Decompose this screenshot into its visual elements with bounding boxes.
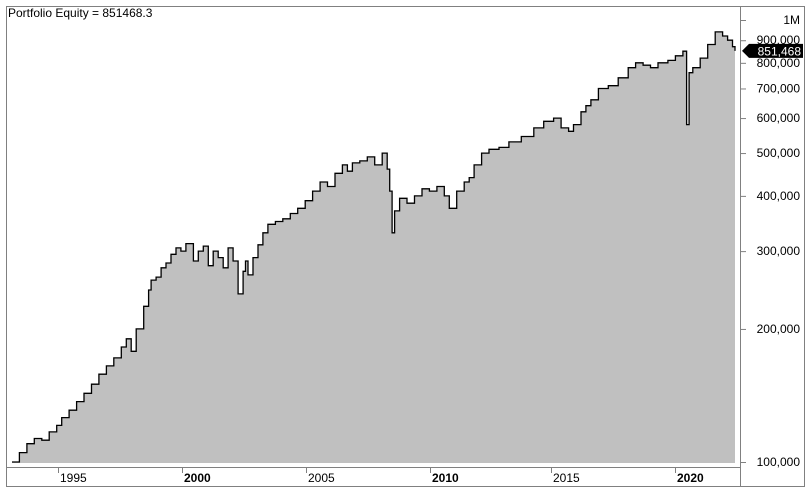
x-tick-label: 2005 bbox=[308, 471, 335, 485]
last-value-label: 851,468 bbox=[758, 44, 802, 58]
x-tick-label: 2015 bbox=[553, 471, 580, 485]
y-tick-label: 500,000 bbox=[757, 146, 801, 160]
x-tick-label: 2010 bbox=[432, 471, 459, 485]
equity-line bbox=[12, 31, 736, 463]
y-axis: 1M 900,000 800,000 700,000 600,000 500,000 400… bbox=[741, 13, 800, 469]
equity-area bbox=[12, 31, 735, 464]
y-tick-label: 600,000 bbox=[757, 111, 801, 125]
y-tick-label: 800,000 bbox=[757, 56, 801, 70]
y-tick-label: 1M bbox=[783, 13, 800, 27]
plot-area bbox=[12, 31, 736, 464]
last-value-marker: 851,468 bbox=[742, 43, 803, 58]
y-tick-label: 900,000 bbox=[757, 33, 801, 47]
y-tick-label: 300,000 bbox=[757, 244, 801, 258]
y-tick-label: 700,000 bbox=[757, 81, 801, 95]
last-value-pointer-icon bbox=[742, 43, 803, 58]
x-axis: 1995 2000 2005 2010 2015 2020 bbox=[58, 468, 704, 485]
chart-title: Portfolio Equity = 851468.3 bbox=[8, 6, 153, 20]
x-tick-label: 2000 bbox=[184, 471, 211, 485]
x-tick-label: 1995 bbox=[60, 471, 87, 485]
y-tick-label: 400,000 bbox=[757, 189, 801, 203]
x-tick-label: 2020 bbox=[677, 471, 704, 485]
y-tick-label: 200,000 bbox=[757, 322, 801, 336]
y-tick-label: 100,000 bbox=[757, 455, 801, 469]
